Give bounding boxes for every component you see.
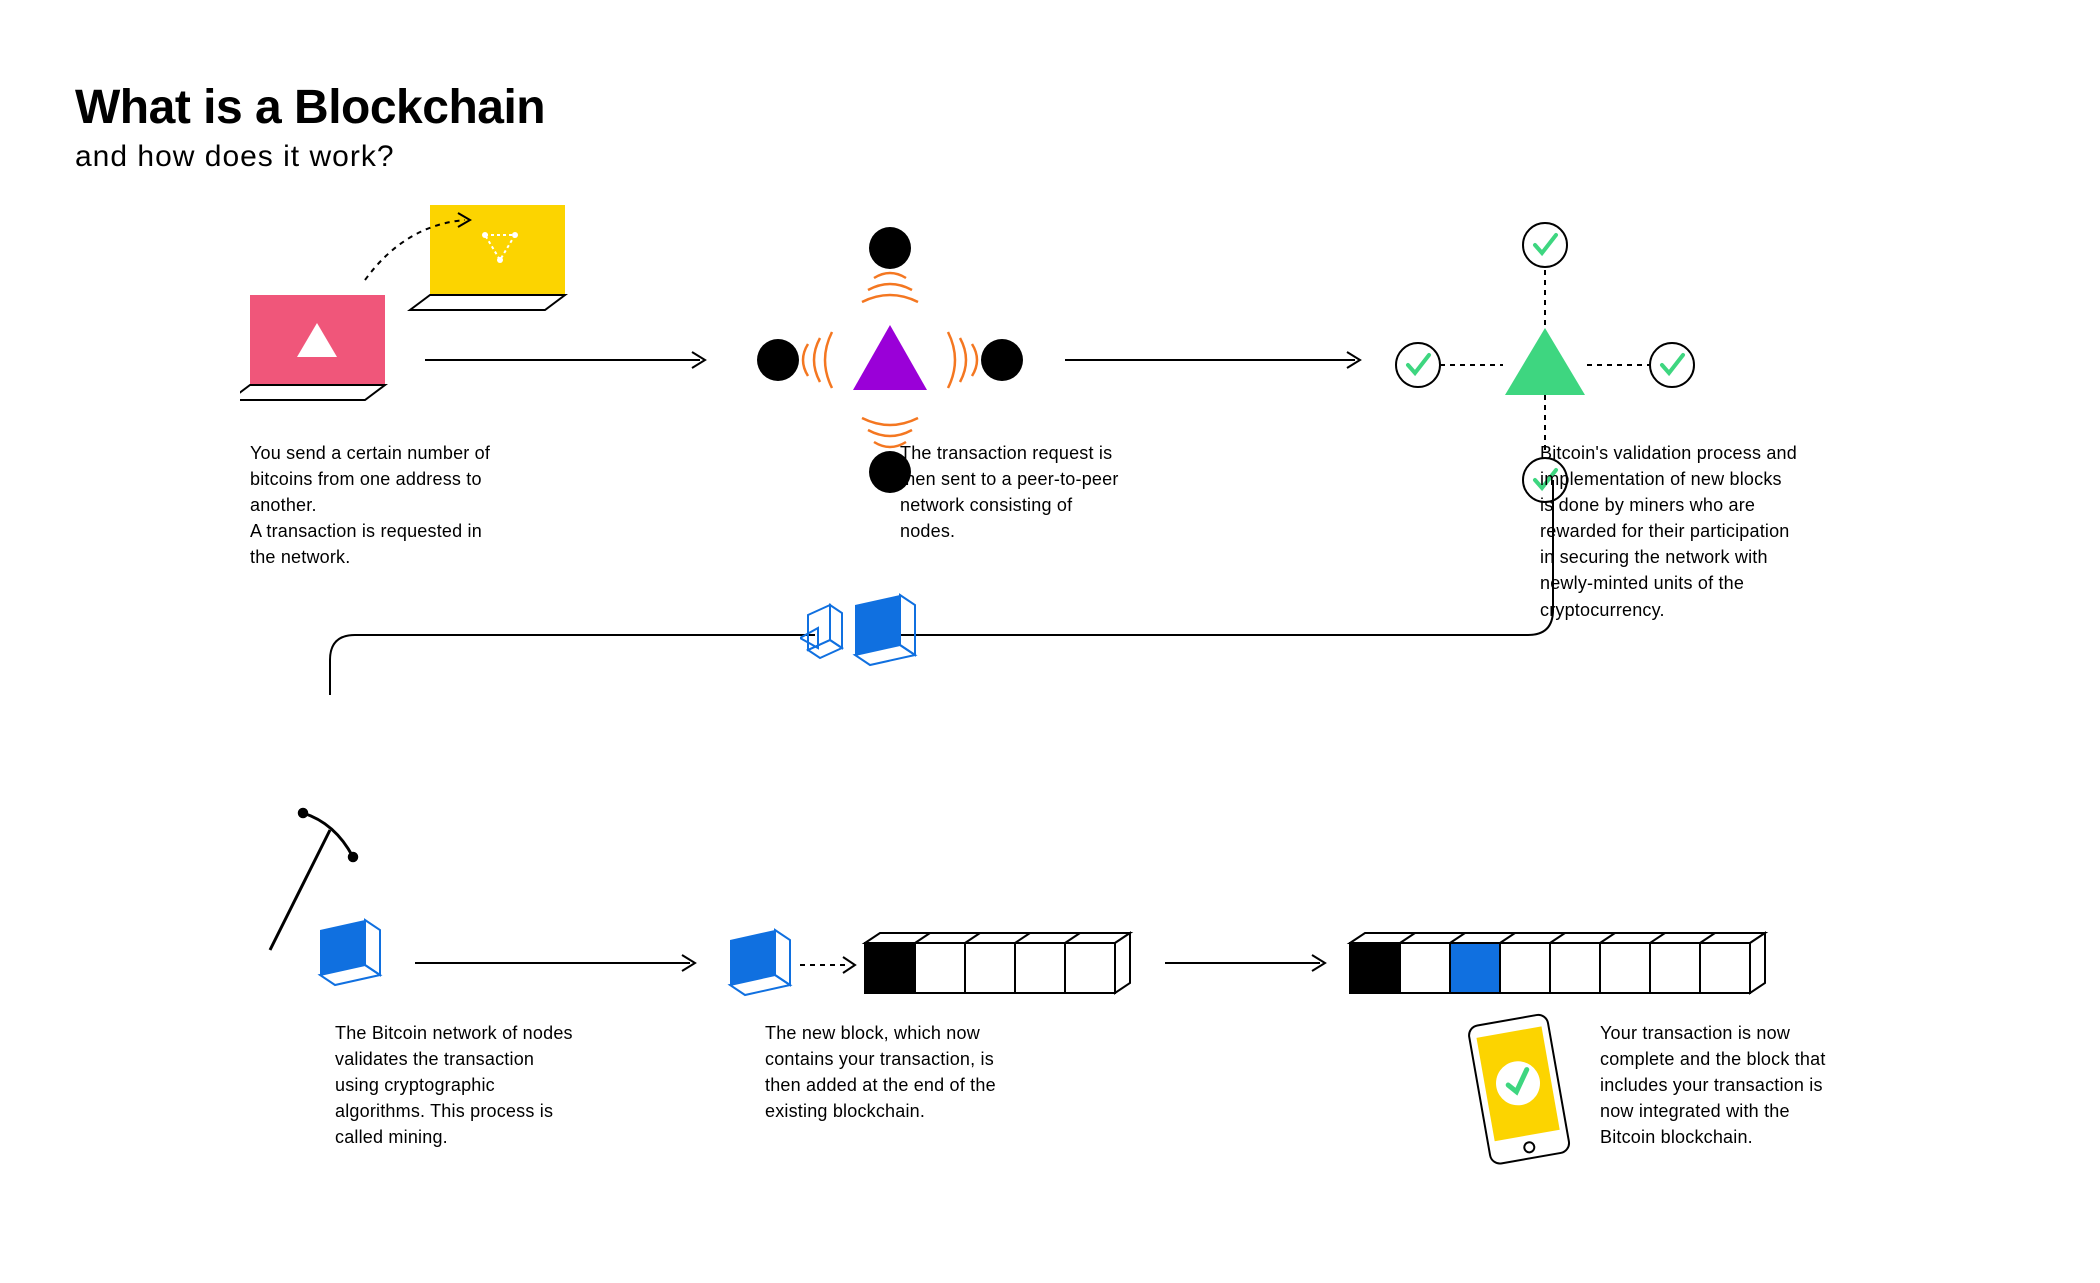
step-3-desc: Bitcoin's validation process and impleme… (1540, 440, 1800, 623)
phone-check-icon (1455, 1010, 1575, 1180)
laptops-icon (240, 195, 580, 415)
arrow-icon (415, 948, 705, 978)
page-subtitle: and how does it work? (75, 140, 395, 174)
step-4-desc: The Bitcoin network of nodes validates t… (335, 1020, 575, 1150)
arrow-icon (425, 345, 715, 375)
step-5-desc: The new block, which now contains your t… (765, 1020, 1025, 1124)
final-chain-icon (1345, 905, 1845, 1015)
cube-chain-icon (725, 905, 1155, 1015)
arrow-icon (1165, 948, 1335, 978)
mining-icon (225, 795, 425, 995)
midpoint-cube-icon (800, 590, 920, 685)
step-2-desc: The transaction request is then sent to … (900, 440, 1120, 544)
step-6-desc: Your transaction is now complete and the… (1600, 1020, 1840, 1150)
page-title: What is a Blockchain (75, 80, 545, 135)
step-1-desc: You send a certain number of bitcoins fr… (250, 440, 510, 570)
arrow-icon (1065, 345, 1370, 375)
